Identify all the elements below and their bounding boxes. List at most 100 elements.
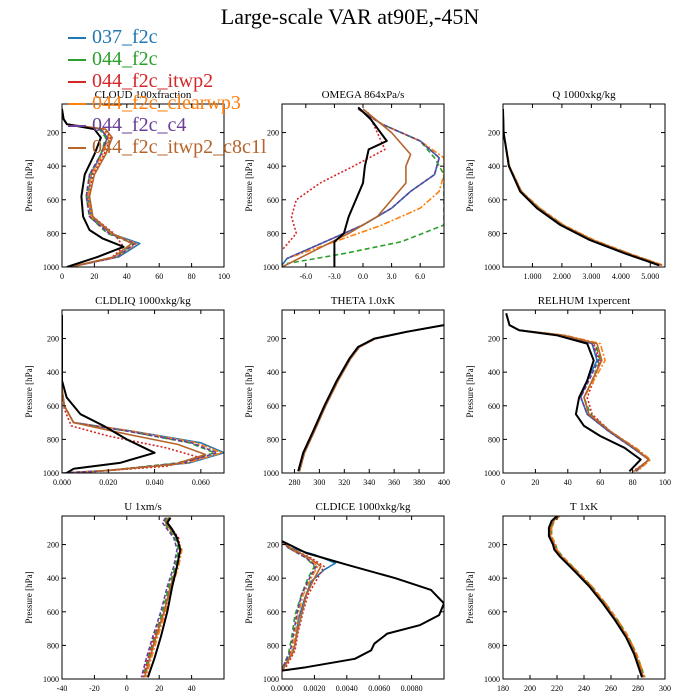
y-tick-label: 200 — [47, 129, 59, 138]
x-tick-label: 0.000 — [53, 478, 71, 487]
plot-frame — [61, 515, 225, 680]
x-tick-label: 300 — [659, 684, 671, 693]
x-tick-label: 100 — [218, 272, 230, 281]
y-tick-label: 1000 — [263, 469, 279, 478]
x-tick-label: 0.0000 — [271, 684, 293, 693]
panel: U 1xm/s -40 -20 0 20 40 200 400 600 800 1000 Pressu… — [24, 501, 225, 693]
y-tick-label: 400 — [267, 162, 279, 171]
x-tick-label: 180 — [497, 684, 509, 693]
x-tick-label: 4.000 — [612, 272, 630, 281]
series-line — [145, 517, 183, 678]
legend-swatch — [68, 125, 86, 127]
y-tick-label: 600 — [267, 608, 279, 617]
series-line — [282, 540, 325, 672]
panel-title: CLDICE 1000xkg/kg — [315, 501, 411, 513]
x-tick-label: 60 — [596, 478, 604, 487]
series-line — [298, 324, 444, 472]
panel: T 1xK 180 200 220 240 260 280 300 200 400 600 800 10… — [465, 501, 671, 693]
y-axis-label: Pressure [hPa] — [24, 159, 34, 211]
y-tick-label: 400 — [47, 162, 59, 171]
series-line — [298, 324, 444, 472]
series-line — [298, 324, 444, 472]
legend-label: 044_f2c_itwp2_c8c1l — [92, 136, 267, 158]
series-line — [298, 324, 444, 472]
x-tick-label: 40 — [564, 478, 572, 487]
panel: Q 1000xkg/kg 1.000 2.000 3.000 4.000 5.000 200… — [465, 89, 666, 281]
legend-swatch — [68, 37, 86, 39]
series-group — [140, 517, 183, 678]
series-line — [503, 108, 661, 267]
series-line — [550, 516, 646, 678]
y-axis-label: Pressure [hPa] — [465, 159, 475, 211]
legend-swatch — [68, 147, 86, 149]
y-tick-label: 1000 — [484, 263, 500, 272]
y-tick-label: 400 — [267, 574, 279, 583]
x-tick-label: 20 — [531, 478, 539, 487]
x-tick-label: 6.0 — [415, 272, 425, 281]
y-tick-label: 400 — [488, 368, 500, 377]
series-group — [505, 313, 652, 472]
plot-frame — [502, 309, 666, 474]
x-tick-label: 20 — [155, 684, 163, 693]
page-title: Large-scale VAR at90E,-45N — [220, 4, 480, 29]
legend-swatch — [68, 81, 86, 83]
x-tick-label: 0.020 — [99, 478, 117, 487]
panel-title: OMEGA 864xPa/s — [322, 89, 405, 101]
panel: RELHUM 1xpercent 0 20 40 60 80 100 200 400 600 800… — [465, 295, 671, 487]
y-axis-label: Pressure [hPa] — [244, 571, 254, 623]
series-line — [282, 112, 386, 251]
plot-frame — [61, 309, 225, 474]
x-tick-label: 0 — [501, 478, 505, 487]
series-line — [505, 313, 650, 472]
y-axis-label: Pressure [hPa] — [24, 365, 34, 417]
panel: CLDLIQ 1000xkg/kg 0.000 0.020 0.040 0.060 200… — [24, 295, 225, 487]
series-line — [547, 516, 643, 678]
plot-frame — [281, 515, 445, 680]
series-group — [297, 324, 444, 472]
panel-title: CLDLIQ 1000xkg/kg — [95, 295, 191, 307]
x-tick-label: -6.0 — [299, 272, 312, 281]
panel-title: Q 1000xkg/kg — [552, 89, 616, 101]
x-tick-label: 3.0 — [387, 272, 397, 281]
series-group — [547, 516, 646, 678]
x-tick-label: 20 — [90, 272, 98, 281]
series-line — [62, 315, 207, 473]
x-tick-label: 0 — [125, 684, 129, 693]
legend-label: 044_f2c_clearwp3 — [92, 92, 241, 114]
y-tick-label: 600 — [47, 608, 59, 617]
x-tick-label: -40 — [57, 684, 68, 693]
panel-title: T 1xK — [570, 501, 598, 513]
series-line — [503, 108, 660, 267]
panel-title: U 1xm/s — [124, 501, 162, 513]
y-tick-label: 200 — [488, 541, 500, 550]
x-tick-label: 200 — [524, 684, 536, 693]
x-tick-label: 360 — [388, 478, 400, 487]
y-tick-label: 800 — [47, 229, 59, 238]
y-tick-label: 200 — [267, 129, 279, 138]
series-line — [286, 108, 444, 265]
y-tick-label: 400 — [488, 574, 500, 583]
x-tick-label: 0.0040 — [336, 684, 358, 693]
series-line — [286, 108, 440, 260]
y-axis-label: Pressure [hPa] — [465, 571, 475, 623]
panel: CLDICE 1000xkg/kg 0.0000 0.0020 0.0040 0.006… — [244, 501, 445, 693]
x-tick-label: 400 — [438, 478, 450, 487]
series-line — [505, 313, 650, 472]
legend-label: 037_f2c — [92, 26, 158, 48]
y-tick-label: 200 — [47, 335, 59, 344]
y-axis-label: Pressure [hPa] — [465, 365, 475, 417]
y-tick-label: 1000 — [263, 263, 279, 272]
series-line — [140, 517, 178, 678]
series-line — [505, 313, 650, 472]
series-line — [505, 313, 652, 472]
series-line — [62, 315, 156, 473]
series-line — [505, 313, 650, 472]
series-line — [505, 313, 652, 472]
x-tick-label: 80 — [629, 478, 637, 487]
y-tick-label: 600 — [488, 402, 500, 411]
y-tick-label: 600 — [488, 608, 500, 617]
y-tick-label: 800 — [488, 435, 500, 444]
series-line — [142, 517, 180, 678]
x-tick-label: 5.000 — [641, 272, 659, 281]
series-line — [503, 108, 660, 267]
